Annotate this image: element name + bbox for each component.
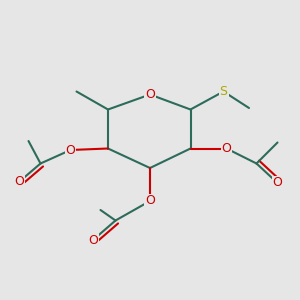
Text: O: O [273,176,282,190]
Text: O: O [145,194,155,208]
Text: O: O [222,142,231,155]
Text: O: O [66,143,75,157]
Text: S: S [220,85,227,98]
Text: O: O [145,88,155,101]
Text: O: O [15,175,24,188]
Text: O: O [88,233,98,247]
